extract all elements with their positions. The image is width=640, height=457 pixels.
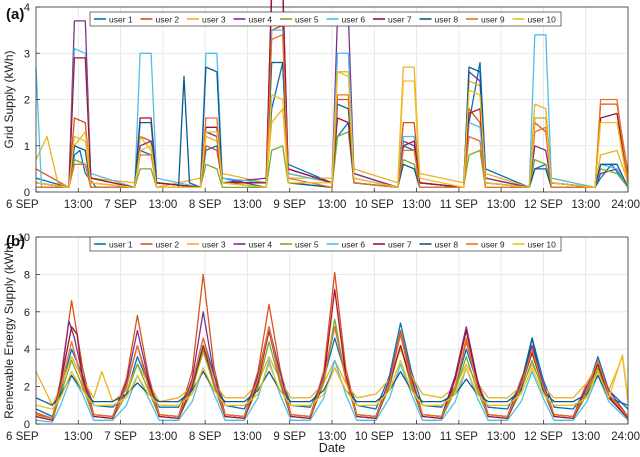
- y-tick-label: 4: [24, 344, 30, 356]
- series-line-user-8: [36, 61, 629, 189]
- legend-entry: user 4: [249, 15, 273, 25]
- series-line-user-8: [35, 337, 629, 406]
- series-line-user-9: [35, 326, 629, 420]
- x-tick-label: 7 SEP: [104, 199, 137, 211]
- x-tick-label: 7 SEP: [104, 431, 137, 443]
- y-tick-label: 4: [24, 2, 30, 14]
- y-tick-label: 2: [24, 95, 30, 107]
- series-line-user-9: [36, 34, 629, 189]
- x-tick-label: 13:00: [402, 199, 431, 211]
- x-tick-label: 13:00: [233, 199, 262, 211]
- y-axis-label: Renewable Energy Supply (kWh): [2, 242, 16, 419]
- legend-entry: user 10: [528, 240, 557, 250]
- x-tick-label: 13:00: [318, 199, 347, 211]
- legend-entry: user 8: [435, 240, 459, 250]
- x-tick-label: 24:00: [611, 431, 640, 443]
- legend-entry: user 6: [342, 240, 366, 250]
- legend-box: [89, 236, 562, 252]
- x-tick-label: 13:00: [64, 431, 93, 443]
- x-tick-label: 6 SEP: [6, 199, 39, 211]
- legend-entry: user 3: [202, 15, 226, 25]
- x-tick-label: 13:00: [64, 199, 93, 211]
- legend-entry: user 1: [109, 240, 133, 250]
- legend-entry: user 9: [481, 240, 505, 250]
- x-tick-label: 9 SEP: [273, 431, 306, 443]
- series-line-user-10: [35, 354, 629, 410]
- legend-entry: user 4: [249, 240, 273, 250]
- panel-1: 0 2 4 6 8 10 6 SEP 13:00 7 SEP 13:00 8 SEP 13:00 9 S…: [2, 232, 640, 443]
- series-line-user-1: [35, 322, 629, 418]
- x-tick-label: 12 SEP: [524, 199, 563, 211]
- x-axis-label: Date: [319, 441, 345, 455]
- x-tick-label: 11 SEP: [440, 431, 478, 443]
- x-tick-label: 24:00: [611, 199, 640, 211]
- legend: user 1 user 2 user 3 user 4 user 5 user 6 user…: [89, 236, 562, 252]
- x-tick-label: 9 SEP: [273, 199, 306, 211]
- series-line-user-10: [35, 71, 629, 189]
- x-tick-label: 10 SEP: [355, 431, 394, 443]
- x-tick-label: 12 SEP: [524, 431, 563, 443]
- y-tick-label: 2: [24, 382, 30, 394]
- panel-label: (a): [6, 6, 24, 23]
- series-line-user-5: [36, 131, 629, 189]
- x-tick-label: 13:00: [402, 431, 431, 443]
- legend-entry: user 7: [388, 240, 412, 250]
- legend-entry: user 5: [295, 15, 319, 25]
- x-tick-label: 13:00: [487, 431, 516, 443]
- legend-entry: user 10: [528, 15, 557, 25]
- x-tick-label: 8 SEP: [189, 199, 222, 211]
- x-tick-label: 13:00: [233, 431, 262, 443]
- legend-entry: user 6: [342, 15, 366, 25]
- y-tick-label: 3: [24, 48, 30, 60]
- legend-entry: user 3: [202, 240, 226, 250]
- x-tick-label: 13:00: [487, 199, 516, 211]
- x-tick-label: 13:00: [148, 431, 177, 443]
- legend-entry: user 9: [481, 15, 505, 25]
- x-tick-label: 11 SEP: [440, 199, 478, 211]
- legend-entry: user 7: [388, 15, 412, 25]
- x-tick-label: 13:00: [318, 431, 347, 443]
- y-tick-label: 0: [24, 419, 30, 431]
- legend: user 1 user 2 user 3 user 4 user 5 user 6 user…: [89, 11, 562, 27]
- y-axis-label: Grid Supply (kWh): [2, 50, 16, 148]
- panel-0: 0 1 2 3 4 6 SEP 13:00 7 SEP 13:00 8 SEP 13:00 9 SEP…: [2, 0, 640, 211]
- y-tick-label: 1: [24, 141, 30, 153]
- x-tick-label: 13:00: [571, 431, 600, 443]
- x-tick-label: 6 SEP: [6, 431, 39, 443]
- legend-box: [89, 11, 562, 27]
- y-tick-label: 0: [24, 187, 30, 199]
- legend-entry: user 2: [156, 240, 180, 250]
- y-tick-label: 10: [18, 232, 30, 244]
- x-tick-label: 8 SEP: [189, 431, 222, 443]
- legend-entry: user 8: [435, 15, 459, 25]
- y-tick-label: 6: [24, 307, 30, 319]
- y-tick-label: 8: [24, 269, 30, 281]
- x-tick-label: 13:00: [148, 199, 177, 211]
- legend-entry: user 5: [295, 240, 319, 250]
- panel-label: (b): [6, 233, 25, 250]
- legend-entry: user 2: [156, 15, 180, 25]
- x-tick-label: 13:00: [571, 199, 600, 211]
- x-tick-label: 10 SEP: [355, 199, 394, 211]
- legend-entry: user 1: [109, 15, 133, 25]
